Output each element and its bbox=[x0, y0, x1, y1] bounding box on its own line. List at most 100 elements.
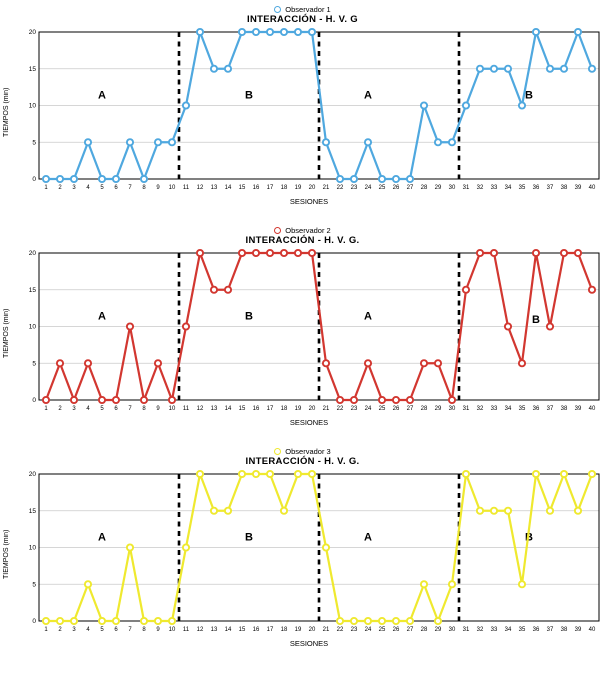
chart-title: INTERACCIÓN - H. V. G. bbox=[245, 456, 360, 467]
plot-wrap: TIEMPOS (min) 0 5 10 15 20 1 2 3 4 5 6 7 8 9 10 11 12 13 1… bbox=[0, 248, 605, 418]
svg-text:10: 10 bbox=[169, 627, 176, 633]
svg-text:6: 6 bbox=[114, 185, 118, 191]
svg-text:14: 14 bbox=[225, 627, 232, 633]
svg-text:25: 25 bbox=[379, 627, 386, 633]
svg-text:7: 7 bbox=[128, 627, 132, 633]
svg-text:3: 3 bbox=[72, 627, 76, 633]
chart-title: INTERACCIÓN - H. V. G. bbox=[245, 235, 360, 246]
svg-text:34: 34 bbox=[505, 406, 512, 412]
svg-text:18: 18 bbox=[281, 406, 288, 412]
svg-text:15: 15 bbox=[239, 406, 246, 412]
x-axis-label: SESIONES bbox=[289, 418, 329, 427]
svg-text:31: 31 bbox=[463, 406, 470, 412]
svg-text:17: 17 bbox=[267, 185, 274, 191]
svg-text:4: 4 bbox=[86, 185, 90, 191]
svg-text:20: 20 bbox=[309, 406, 316, 412]
svg-text:23: 23 bbox=[351, 406, 358, 412]
svg-text:33: 33 bbox=[491, 627, 498, 633]
svg-text:B: B bbox=[245, 89, 253, 101]
svg-text:25: 25 bbox=[379, 406, 386, 412]
chart-legend: Observador 3 bbox=[0, 447, 605, 456]
svg-text:14: 14 bbox=[225, 406, 232, 412]
svg-text:35: 35 bbox=[519, 627, 526, 633]
svg-text:35: 35 bbox=[519, 406, 526, 412]
svg-text:23: 23 bbox=[351, 185, 358, 191]
svg-text:36: 36 bbox=[533, 185, 540, 191]
legend-label: Observador 2 bbox=[285, 226, 331, 235]
svg-text:0: 0 bbox=[32, 397, 36, 404]
svg-text:B: B bbox=[532, 314, 540, 326]
svg-text:6: 6 bbox=[114, 406, 118, 412]
plot-wrap: TIEMPOS (min) 0 5 10 15 20 1 2 3 4 5 6 7 8 9 10 11 12 13 1… bbox=[0, 469, 605, 639]
svg-text:17: 17 bbox=[267, 627, 274, 633]
svg-text:A: A bbox=[98, 89, 106, 101]
y-axis-label: TIEMPOS (min) bbox=[3, 529, 10, 579]
svg-text:13: 13 bbox=[211, 185, 218, 191]
svg-text:18: 18 bbox=[281, 185, 288, 191]
svg-text:11: 11 bbox=[183, 627, 190, 633]
y-axis-label: TIEMPOS (min) bbox=[3, 308, 10, 358]
svg-text:27: 27 bbox=[407, 185, 414, 191]
svg-text:20: 20 bbox=[29, 250, 37, 257]
svg-text:16: 16 bbox=[253, 185, 260, 191]
svg-text:32: 32 bbox=[477, 627, 484, 633]
figure: Observador 1 INTERACCIÓN - H. V. G TIEMP… bbox=[0, 5, 605, 648]
chart-panel-observador-1: Observador 1 INTERACCIÓN - H. V. G TIEMP… bbox=[0, 5, 605, 206]
svg-text:37: 37 bbox=[547, 627, 554, 633]
svg-text:21: 21 bbox=[323, 406, 330, 412]
chart-panel-observador-2: Observador 2 INTERACCIÓN - H. V. G. TIEM… bbox=[0, 226, 605, 427]
svg-text:39: 39 bbox=[575, 406, 582, 412]
svg-text:26: 26 bbox=[393, 406, 400, 412]
svg-text:10: 10 bbox=[29, 324, 37, 331]
svg-text:15: 15 bbox=[29, 508, 37, 515]
y-axis-label: TIEMPOS (min) bbox=[3, 87, 10, 137]
svg-text:17: 17 bbox=[267, 406, 274, 412]
svg-text:30: 30 bbox=[449, 627, 456, 633]
svg-text:12: 12 bbox=[197, 627, 204, 633]
svg-text:19: 19 bbox=[295, 627, 302, 633]
svg-text:32: 32 bbox=[477, 185, 484, 191]
svg-text:5: 5 bbox=[100, 185, 104, 191]
svg-text:15: 15 bbox=[29, 66, 37, 73]
svg-text:40: 40 bbox=[589, 185, 596, 191]
svg-text:22: 22 bbox=[337, 627, 344, 633]
svg-text:4: 4 bbox=[86, 406, 90, 412]
svg-text:A: A bbox=[364, 89, 372, 101]
svg-text:33: 33 bbox=[491, 185, 498, 191]
svg-text:5: 5 bbox=[100, 406, 104, 412]
svg-text:20: 20 bbox=[309, 185, 316, 191]
svg-text:2: 2 bbox=[58, 406, 62, 412]
svg-text:22: 22 bbox=[337, 185, 344, 191]
svg-text:40: 40 bbox=[589, 627, 596, 633]
svg-text:21: 21 bbox=[323, 627, 330, 633]
svg-text:11: 11 bbox=[183, 406, 190, 412]
legend-marker-icon bbox=[274, 448, 282, 455]
legend-label: Observador 1 bbox=[285, 5, 331, 14]
svg-text:9: 9 bbox=[156, 627, 160, 633]
svg-text:36: 36 bbox=[533, 627, 540, 633]
svg-text:4: 4 bbox=[86, 627, 90, 633]
svg-text:33: 33 bbox=[491, 406, 498, 412]
svg-text:31: 31 bbox=[463, 627, 470, 633]
svg-text:35: 35 bbox=[519, 185, 526, 191]
svg-text:28: 28 bbox=[421, 406, 428, 412]
chart-legend: Observador 1 bbox=[0, 5, 605, 14]
svg-text:12: 12 bbox=[197, 406, 204, 412]
legend-label: Observador 3 bbox=[285, 447, 331, 456]
svg-text:36: 36 bbox=[533, 406, 540, 412]
x-axis-label: SESIONES bbox=[289, 197, 329, 206]
svg-text:14: 14 bbox=[225, 185, 232, 191]
svg-text:9: 9 bbox=[156, 185, 160, 191]
svg-text:13: 13 bbox=[211, 406, 218, 412]
svg-text:2: 2 bbox=[58, 185, 62, 191]
chart-title: INTERACCIÓN - H. V. G bbox=[247, 14, 358, 25]
svg-text:3: 3 bbox=[72, 185, 76, 191]
svg-text:23: 23 bbox=[351, 627, 358, 633]
svg-text:1: 1 bbox=[44, 185, 48, 191]
svg-text:19: 19 bbox=[295, 406, 302, 412]
svg-text:20: 20 bbox=[29, 471, 37, 478]
svg-text:16: 16 bbox=[253, 627, 260, 633]
svg-text:3: 3 bbox=[72, 406, 76, 412]
